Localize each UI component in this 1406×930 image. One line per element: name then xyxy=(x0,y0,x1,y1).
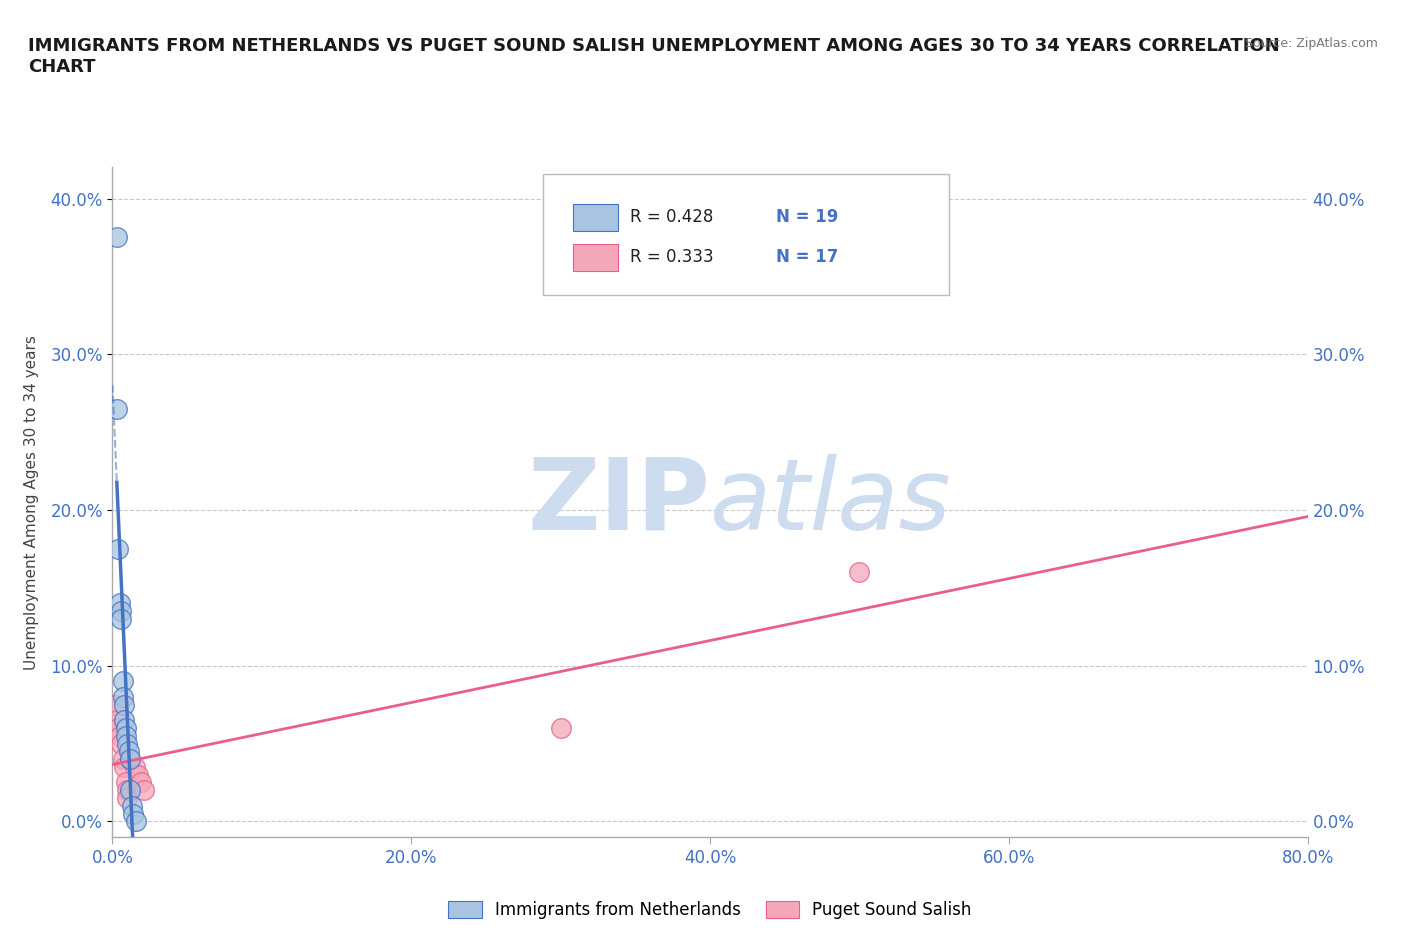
Point xyxy=(108,728,131,743)
Legend: Immigrants from Netherlands, Puget Sound Salish: Immigrants from Netherlands, Puget Sound… xyxy=(441,895,979,925)
Point xyxy=(111,674,134,689)
Point xyxy=(114,712,135,727)
Point xyxy=(104,698,127,712)
Point xyxy=(848,565,870,579)
Text: ZIP: ZIP xyxy=(527,454,710,551)
Point xyxy=(115,775,138,790)
Point xyxy=(108,596,131,611)
Point xyxy=(114,760,135,775)
Point xyxy=(107,541,129,556)
Point xyxy=(114,698,135,712)
Point xyxy=(125,814,148,829)
Text: Source: ZipAtlas.com: Source: ZipAtlas.com xyxy=(1244,37,1378,50)
Text: N = 19: N = 19 xyxy=(776,208,838,226)
Point xyxy=(120,783,142,798)
Point xyxy=(129,775,152,790)
Point xyxy=(105,230,128,245)
FancyBboxPatch shape xyxy=(572,245,619,272)
Point xyxy=(117,783,139,798)
Point xyxy=(550,721,572,736)
Point xyxy=(110,604,132,618)
Text: IMMIGRANTS FROM NETHERLANDS VS PUGET SOUND SALISH UNEMPLOYMENT AMONG AGES 30 TO : IMMIGRANTS FROM NETHERLANDS VS PUGET SOU… xyxy=(28,37,1279,76)
Point xyxy=(120,751,142,766)
Text: atlas: atlas xyxy=(710,454,952,551)
Point xyxy=(105,712,128,727)
Point xyxy=(110,612,132,627)
Point xyxy=(107,721,129,736)
Text: R = 0.428: R = 0.428 xyxy=(630,208,713,226)
Point xyxy=(120,751,142,766)
Point xyxy=(110,737,132,751)
Point xyxy=(127,767,149,782)
Point xyxy=(118,744,141,759)
Point xyxy=(115,721,138,736)
Text: R = 0.333: R = 0.333 xyxy=(630,248,714,266)
Point xyxy=(121,799,143,814)
Text: N = 17: N = 17 xyxy=(776,248,838,266)
Point xyxy=(132,783,155,798)
Y-axis label: Unemployment Among Ages 30 to 34 years: Unemployment Among Ages 30 to 34 years xyxy=(24,335,39,670)
Point xyxy=(105,402,128,417)
Point xyxy=(111,751,134,766)
Point xyxy=(122,806,145,821)
FancyBboxPatch shape xyxy=(572,205,619,231)
Point xyxy=(115,728,138,743)
Point xyxy=(117,737,139,751)
Point xyxy=(111,689,134,704)
Point xyxy=(117,790,139,805)
Point xyxy=(124,760,146,775)
FancyBboxPatch shape xyxy=(543,174,949,295)
